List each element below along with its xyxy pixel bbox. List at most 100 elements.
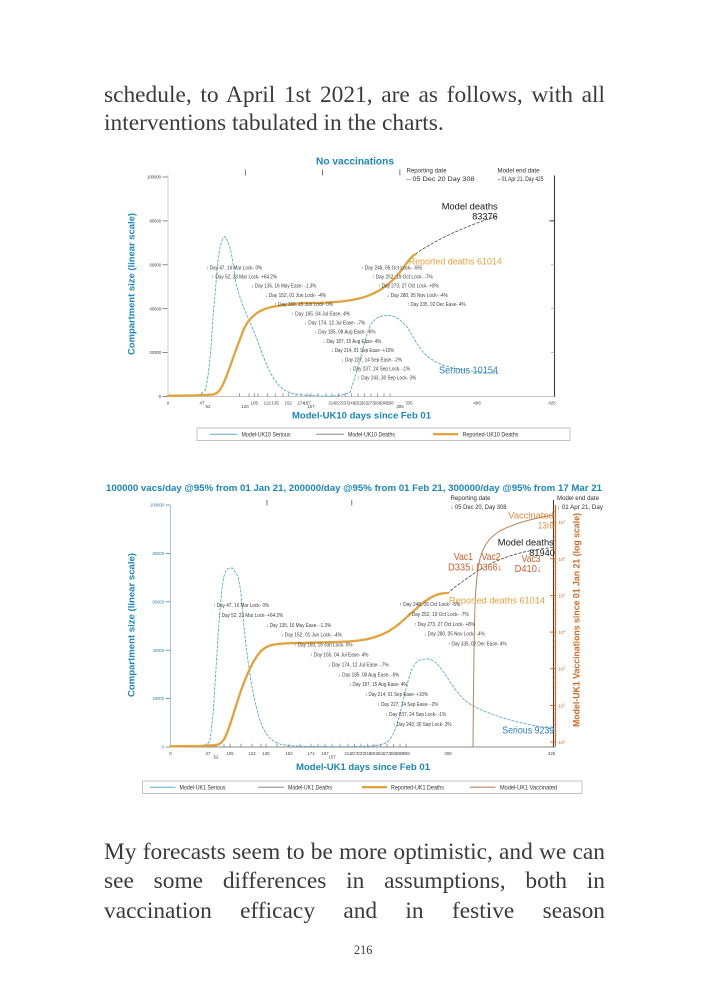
svg-text:– 01 Apr 21, Day 425: – 01 Apr 21, Day 425 xyxy=(498,176,544,183)
svg-text:52: 52 xyxy=(206,404,211,409)
svg-text:100000 vacs/day @95% from 01 J: 100000 vacs/day @95% from 01 Jan 21, 200… xyxy=(106,482,602,493)
svg-text:40000: 40000 xyxy=(153,648,165,653)
svg-text:47: 47 xyxy=(200,401,205,406)
svg-text:↓ Day 214, 01 Sep Ease- +10%: ↓ Day 214, 01 Sep Ease- +10% xyxy=(365,692,428,698)
svg-text:Reporting date: Reporting date xyxy=(451,495,491,502)
svg-text:↓ Day 135, 16 May Ease- -1.3%: ↓ Day 135, 16 May Ease- -1.3% xyxy=(266,623,332,629)
svg-text:100000: 100000 xyxy=(150,503,165,508)
svg-text:135: 135 xyxy=(262,751,270,756)
svg-text:↓ Day 174, 12 Jul Ease- -7%: ↓ Day 174, 12 Jul Ease- -7% xyxy=(328,662,389,668)
svg-text:0: 0 xyxy=(167,401,170,406)
svg-text:Serious 10154: Serious 10154 xyxy=(439,365,498,376)
svg-text:248: 248 xyxy=(364,751,372,756)
svg-text:60000: 60000 xyxy=(150,262,162,267)
svg-text:152: 152 xyxy=(285,751,293,756)
svg-text:No vaccinations: No vaccinations xyxy=(316,156,395,167)
svg-text:↑ Day 248, 05 Oct Lock- -5%: ↑ Day 248, 05 Oct Lock- -5% xyxy=(400,602,461,608)
svg-text:Vaccinated: Vaccinated xyxy=(508,510,554,521)
svg-text:Model-UK10 Serious: Model-UK10 Serious xyxy=(242,432,291,439)
svg-text:Model-UK1 Deaths: Model-UK1 Deaths xyxy=(288,785,332,792)
svg-text:Model deaths: Model deaths xyxy=(498,538,554,549)
svg-text:↓ Day 152, 01 Jun Lock- -4%: ↓ Day 152, 01 Jun Lock- -4% xyxy=(265,293,326,299)
svg-text:Reported deaths 61014: Reported deaths 61014 xyxy=(449,595,545,606)
svg-text:Compartment size (linear scale: Compartment size (linear scale) xyxy=(126,213,137,355)
svg-text:248: 248 xyxy=(348,401,356,406)
svg-text:↓ Day 280, 05 Nov Lock- -4%: ↓ Day 280, 05 Nov Lock- -4% xyxy=(387,293,448,299)
svg-text:Vac3: Vac3 xyxy=(522,554,541,565)
svg-text:80000: 80000 xyxy=(153,551,165,556)
svg-text:Model-UK1 Serious: Model-UK1 Serious xyxy=(180,785,226,792)
svg-text:Model-UK1 days since Feb 01: Model-UK1 days since Feb 01 xyxy=(296,762,431,773)
svg-text:288: 288 xyxy=(380,401,388,406)
svg-text:20000: 20000 xyxy=(150,350,162,355)
svg-text:↓ Day 227, 14 Sep Ease- -2%: ↓ Day 227, 14 Sep Ease- -2% xyxy=(378,702,439,708)
svg-text:↓ Day 187, 15 Aug Ease- 4%: ↓ Day 187, 15 Aug Ease- 4% xyxy=(323,339,382,345)
svg-text:↓ Day 152, 01 Jun Lock- -4%: ↓ Day 152, 01 Jun Lock- -4% xyxy=(281,633,342,639)
svg-text:20000: 20000 xyxy=(153,696,165,701)
svg-text:227: 227 xyxy=(351,751,359,756)
svg-text:↓ Day 185, 08 Aug Ease- -6%: ↓ Day 185, 08 Aug Ease- -6% xyxy=(339,672,400,678)
svg-text:52: 52 xyxy=(214,754,219,759)
svg-text:227: 227 xyxy=(335,401,343,406)
svg-text:107: 107 xyxy=(559,519,566,525)
svg-text:298: 298 xyxy=(386,401,394,406)
svg-text:↑ Day 243, 30 Sep Lock- 3%: ↑ Day 243, 30 Sep Lock- 3% xyxy=(358,376,417,382)
svg-text:100000: 100000 xyxy=(147,175,162,180)
svg-text:214: 214 xyxy=(328,401,336,406)
svg-text:↓ Day 227, 14 Sep Ease- -2%: ↓ Day 227, 14 Sep Ease- -2% xyxy=(341,357,402,363)
svg-text:262: 262 xyxy=(377,751,385,756)
svg-text:157: 157 xyxy=(328,754,336,759)
svg-text:40000: 40000 xyxy=(150,306,162,311)
svg-text:↑ Day 160, 15 Jun Lock- 0%: ↑ Day 160, 15 Jun Lock- 0% xyxy=(275,302,334,308)
svg-text:280: 280 xyxy=(390,751,398,756)
svg-text:157: 157 xyxy=(307,404,315,409)
svg-text:↑ Day 47, 16 Mar Lock- 0%: ↑ Day 47, 16 Mar Lock- 0% xyxy=(206,265,263,271)
svg-text:↑ Day 52, 23 Mar Lock- +64.2%: ↑ Day 52, 23 Mar Lock- +64.2% xyxy=(218,613,284,619)
svg-text:↓ 01 Apr 21, Day: ↓ 01 Apr 21, Day xyxy=(557,504,604,511)
svg-text:D410↓: D410↓ xyxy=(515,564,542,575)
svg-text:↑ Day 252, 19 Oct Lock- -7%: ↑ Day 252, 19 Oct Lock- -7% xyxy=(372,275,433,281)
svg-text:Model-UK10 days since Feb 01: Model-UK10 days since Feb 01 xyxy=(292,411,432,422)
svg-text:↑ Day 335, 02 Dec Ease- 4%: ↑ Day 335, 02 Dec Ease- 4% xyxy=(407,302,466,308)
svg-text:425: 425 xyxy=(548,751,556,756)
svg-text:288: 288 xyxy=(396,751,404,756)
svg-text:↑ Day 47, 16 Mar Lock- 0%: ↑ Day 47, 16 Mar Lock- 0% xyxy=(213,603,270,609)
svg-text:↑ Day 165, 04 Jul Ease- 4%: ↑ Day 165, 04 Jul Ease- 4% xyxy=(292,311,351,317)
svg-text:102: 102 xyxy=(559,702,566,708)
svg-text:262: 262 xyxy=(361,401,369,406)
svg-text:152: 152 xyxy=(285,401,293,406)
svg-text:↓ Day 185, 08 Aug Ease- -6%: ↓ Day 185, 08 Aug Ease- -6% xyxy=(315,330,376,336)
svg-text:305: 305 xyxy=(396,404,404,409)
svg-text:Model end date: Model end date xyxy=(557,495,599,502)
svg-text:Compartment size (linear scale: Compartment size (linear scale) xyxy=(126,553,137,697)
svg-text:– 05 Dec 20 Day 308: – 05 Dec 20 Day 308 xyxy=(407,176,475,183)
svg-text:↑ Day 248, 05 Oct Lock- -5%: ↑ Day 248, 05 Oct Lock- -5% xyxy=(361,265,422,271)
svg-text:Serious 9239: Serious 9239 xyxy=(502,725,554,736)
svg-text:174: 174 xyxy=(307,751,315,756)
svg-text:103: 103 xyxy=(559,666,566,672)
svg-text:273: 273 xyxy=(383,751,391,756)
svg-text:Reported-UK1 Deaths: Reported-UK1 Deaths xyxy=(391,785,444,792)
svg-text:237: 237 xyxy=(357,751,365,756)
svg-text:Model-UK1 Vaccinations since 0: Model-UK1 Vaccinations since 01 Jan 21 (… xyxy=(572,513,582,727)
svg-text:↓ Day 237, 24 Sep Lock- -1%: ↓ Day 237, 24 Sep Lock- -1% xyxy=(386,712,447,718)
svg-text:↑ Day 252, 19 Oct Lock- -7%: ↑ Day 252, 19 Oct Lock- -7% xyxy=(408,612,469,618)
svg-text:122: 122 xyxy=(264,401,272,406)
svg-text:Reported-UK10 Deaths: Reported-UK10 Deaths xyxy=(463,432,519,439)
svg-text:↓ Day 214, 01 Sep Ease- +10%: ↓ Day 214, 01 Sep Ease- +10% xyxy=(331,348,394,354)
svg-text:D366↓: D366↓ xyxy=(476,563,502,574)
svg-text:↑ Day 273, 27 Oct Lock- +8%: ↑ Day 273, 27 Oct Lock- +8% xyxy=(378,284,439,290)
svg-text:Model-UK1 Vaccinated: Model-UK1 Vaccinated xyxy=(500,785,557,792)
svg-text:60000: 60000 xyxy=(153,599,165,604)
svg-text:↓ 05 Dec 20, Day 308: ↓ 05 Dec 20, Day 308 xyxy=(451,504,507,511)
svg-text:↓ Day 174, 12 Jul Ease- -7%: ↓ Day 174, 12 Jul Ease- -7% xyxy=(305,321,366,327)
svg-text:↓ Day 280, 05 Nov Lock- -4%: ↓ Day 280, 05 Nov Lock- -4% xyxy=(424,632,485,638)
svg-text:↓ Day 237, 24 Sep Lock- -1%: ↓ Day 237, 24 Sep Lock- -1% xyxy=(350,367,411,373)
svg-text:106: 106 xyxy=(559,556,566,562)
svg-text:298: 298 xyxy=(402,751,410,756)
svg-text:Vac1: Vac1 xyxy=(454,552,473,563)
svg-text:187: 187 xyxy=(303,401,311,406)
svg-text:0: 0 xyxy=(159,394,162,399)
svg-text:105: 105 xyxy=(559,593,566,599)
svg-text:↓ Day 187, 15 Aug Ease- 4%: ↓ Day 187, 15 Aug Ease- 4% xyxy=(349,682,408,688)
